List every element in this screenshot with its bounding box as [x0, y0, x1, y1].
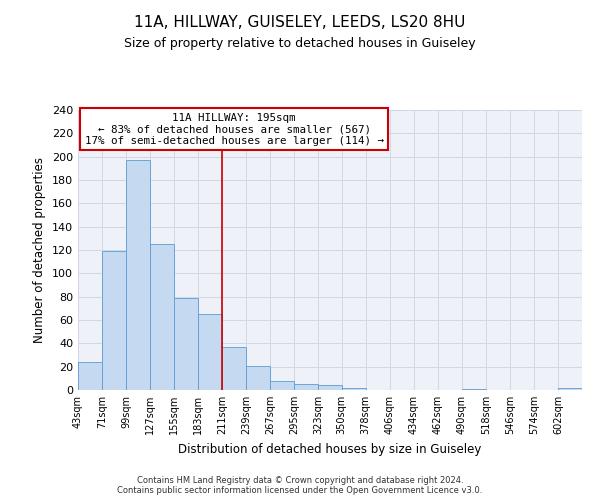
Y-axis label: Number of detached properties: Number of detached properties [34, 157, 46, 343]
Bar [78, 362, 102, 390]
Bar [126, 160, 150, 390]
Bar [198, 314, 222, 390]
Bar [150, 244, 174, 390]
Bar [174, 298, 198, 390]
Bar [558, 388, 582, 390]
Text: Contains HM Land Registry data © Crown copyright and database right 2024.: Contains HM Land Registry data © Crown c… [137, 476, 463, 485]
Text: 11A, HILLWAY, GUISELEY, LEEDS, LS20 8HU: 11A, HILLWAY, GUISELEY, LEEDS, LS20 8HU [134, 15, 466, 30]
Text: 11A HILLWAY: 195sqm
← 83% of detached houses are smaller (567)
17% of semi-detac: 11A HILLWAY: 195sqm ← 83% of detached ho… [85, 113, 384, 146]
X-axis label: Distribution of detached houses by size in Guiseley: Distribution of detached houses by size … [178, 442, 482, 456]
Text: Contains public sector information licensed under the Open Government Licence v3: Contains public sector information licen… [118, 486, 482, 495]
Bar [222, 347, 246, 390]
Bar [341, 388, 365, 390]
Bar [102, 251, 126, 390]
Bar [319, 386, 343, 390]
Bar [246, 366, 271, 390]
Bar [295, 384, 319, 390]
Bar [271, 380, 295, 390]
Text: Size of property relative to detached houses in Guiseley: Size of property relative to detached ho… [124, 38, 476, 51]
Bar [462, 389, 486, 390]
